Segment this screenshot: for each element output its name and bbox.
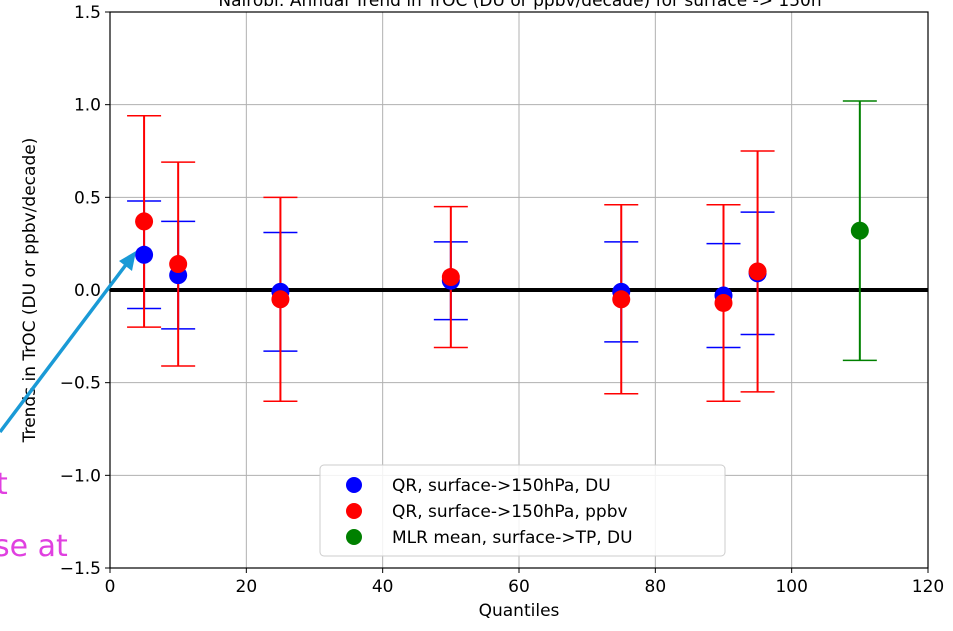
point — [612, 290, 631, 309]
legend-label: QR, surface->150hPa, DU — [392, 476, 611, 496]
chart-title: Nairobi: Annual Trend in TrOC (DU or ppb… — [218, 0, 821, 11]
y-axis-label: Trends in TrOC (DU or ppbv/decade) — [20, 138, 40, 444]
point — [748, 262, 767, 281]
x-tick-label: 80 — [645, 577, 667, 597]
y-tick-label: −1.5 — [60, 559, 101, 579]
y-tick-label: 0.0 — [74, 281, 101, 301]
x-tick-label: 0 — [105, 577, 116, 597]
point — [135, 245, 154, 264]
x-tick-label: 40 — [372, 577, 394, 597]
y-tick-label: −1.0 — [60, 466, 101, 486]
legend-box — [319, 464, 726, 557]
plot-frame — [109, 11, 929, 569]
y-tick-label: −0.5 — [60, 374, 101, 394]
annotation: se at — [0, 529, 68, 564]
point — [850, 221, 869, 240]
legend-label: QR, surface->150hPa, ppbv — [392, 502, 628, 522]
legend-marker — [346, 503, 362, 519]
legend-marker — [346, 477, 362, 493]
point — [169, 255, 188, 274]
y-tick-label: 0.5 — [74, 188, 101, 208]
y-tick-label: 1.0 — [74, 96, 101, 116]
x-tick-label: 100 — [775, 577, 807, 597]
x-axis-label: Quantiles — [479, 601, 560, 621]
x-tick-label: 20 — [236, 577, 258, 597]
arrow — [0, 260, 130, 434]
x-tick-label: 60 — [508, 577, 530, 597]
point — [271, 290, 290, 309]
legend-label: MLR mean, surface->TP, DU — [392, 528, 633, 548]
annotation: t — [0, 467, 8, 502]
point — [441, 268, 460, 287]
y-tick-label: 1.5 — [74, 3, 101, 23]
point — [135, 212, 154, 231]
point — [714, 293, 733, 312]
x-tick-label: 120 — [912, 577, 944, 597]
legend-marker — [346, 529, 362, 545]
arrow-head — [119, 251, 136, 271]
